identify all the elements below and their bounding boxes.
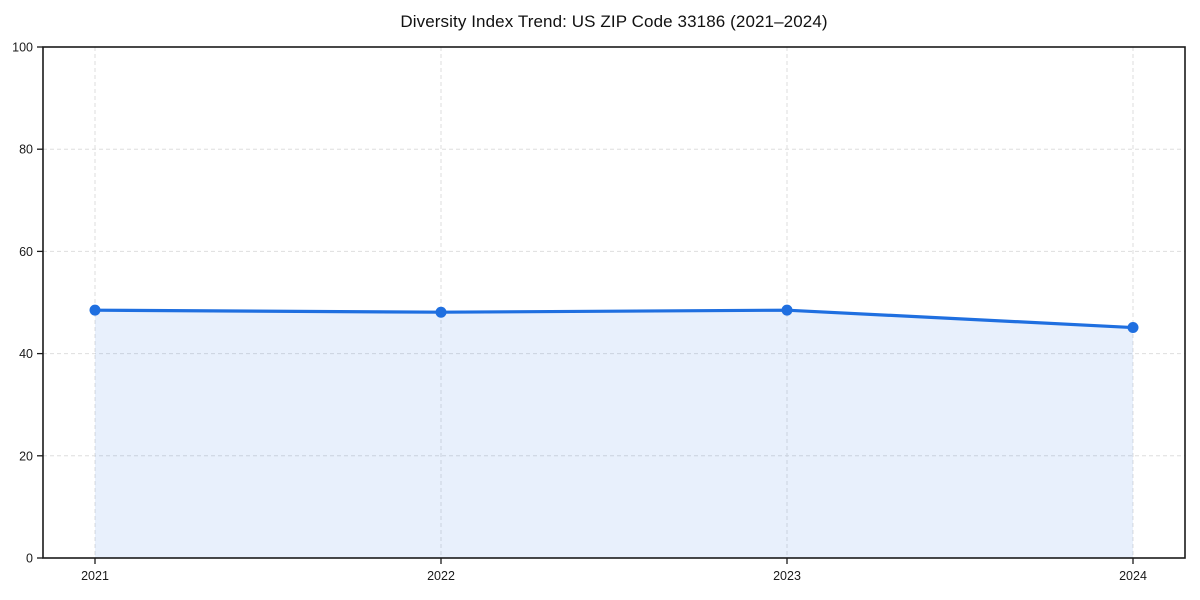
- data-point: [89, 304, 101, 316]
- y-tick-label: 40: [19, 347, 33, 361]
- chart-title: Diversity Index Trend: US ZIP Code 33186…: [400, 12, 828, 31]
- x-tick-label: 2023: [773, 569, 801, 583]
- data-point: [781, 304, 793, 316]
- y-tick-label: 60: [19, 245, 33, 259]
- plot-background: [43, 47, 1185, 558]
- trend-line: [93, 308, 1135, 330]
- y-tick-label: 20: [19, 449, 33, 463]
- y-tick-label: 100: [12, 41, 33, 55]
- plot-border: [42, 46, 1186, 559]
- x-tick-label: 2022: [427, 569, 455, 583]
- area-fill: [95, 310, 1133, 558]
- y-tick-label: 80: [19, 143, 33, 157]
- data-point: [435, 306, 447, 318]
- data-point: [1127, 322, 1139, 334]
- y-tick-label: 0: [26, 552, 33, 566]
- x-tick-label: 2021: [81, 569, 109, 583]
- x-tick-label: 2024: [1119, 569, 1147, 583]
